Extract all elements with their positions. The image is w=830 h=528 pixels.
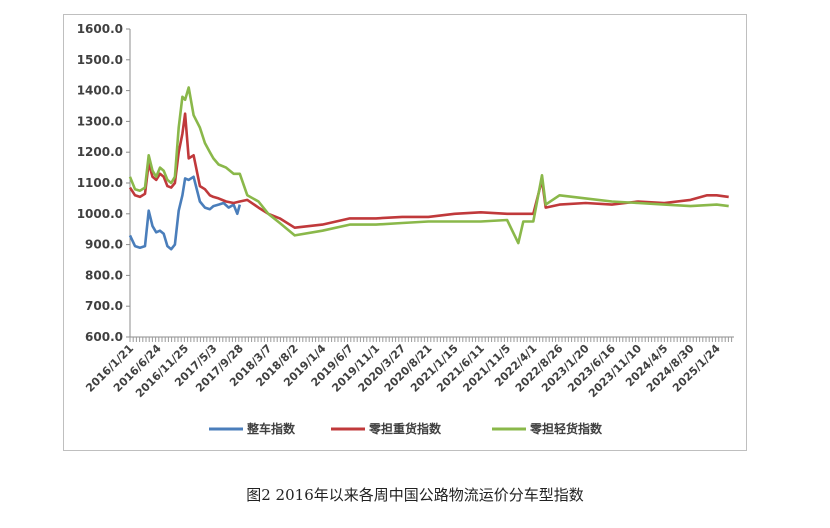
y-tick-label: 700.0	[85, 299, 123, 313]
y-tick-label: 800.0	[85, 268, 123, 282]
series-line-1	[128, 175, 242, 251]
chart-frame: 600.0 700.0 800.0 900.0 1000.0 1100.0 1200.0 13…	[63, 14, 747, 451]
legend-label-1: 整车指数	[246, 421, 296, 436]
y-tick-label: 1500.0	[77, 53, 123, 67]
figure-caption: 图2 2016年以来各周中国公路物流运价分车型指数	[246, 486, 584, 504]
y-tick-label: 1400.0	[77, 84, 123, 98]
series-line-3	[128, 86, 729, 245]
y-tick-label: 1100.0	[77, 176, 123, 190]
y-tick-label: 1000.0	[77, 207, 123, 221]
y-tick-label: 600.0	[85, 330, 123, 344]
legend-label-2: 零担重货指数	[368, 421, 442, 436]
y-tick-label: 1300.0	[77, 114, 123, 128]
y-tick-label: 1600.0	[77, 22, 123, 36]
y-tick-label: 1200.0	[77, 145, 123, 159]
line-chart: 600.0 700.0 800.0 900.0 1000.0 1100.0 1200.0 13…	[77, 22, 734, 436]
series-line-2	[128, 112, 729, 229]
y-tick-label: 900.0	[85, 238, 123, 252]
legend-label-3: 零担轻货指数	[529, 421, 603, 436]
